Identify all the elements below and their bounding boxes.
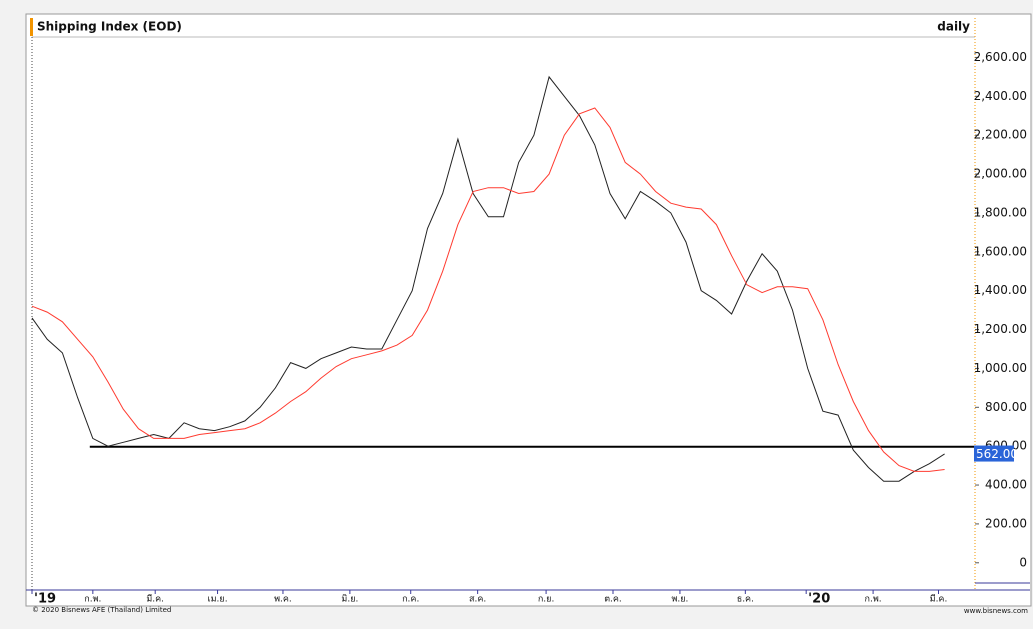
series-line — [31, 75, 945, 482]
x-tick-label: พ.ค. — [274, 595, 292, 605]
x-tick-label: ส.ค. — [469, 595, 486, 605]
last-price-label: 562.00 — [976, 447, 1018, 461]
x-tick-label: พ.ย. — [671, 595, 688, 605]
last-price-box — [974, 445, 1014, 462]
y-tick-label: 1,400.00 — [974, 283, 1027, 297]
y-tick-label: 1,800.00 — [974, 205, 1027, 219]
x-tick-label: ก.ค. — [402, 595, 419, 605]
y-tick-label: 2,200.00 — [974, 128, 1027, 142]
x-tick-label: มี.ค. — [930, 594, 948, 605]
panel — [25, 13, 1032, 607]
y-tick-label: 2,600.00 — [974, 50, 1027, 64]
y-tick-label: 0 — [1019, 555, 1027, 569]
y-tick-label: 2,000.00 — [974, 167, 1027, 181]
y-tick-label: 200.00 — [985, 516, 1027, 530]
title-marker — [30, 18, 33, 36]
x-tick-label: ก.พ. — [84, 595, 101, 605]
x-tick-label: ก.ย. — [538, 595, 554, 605]
x-tick-label: '20 — [808, 592, 830, 607]
y-tick-label: 400.00 — [985, 478, 1027, 492]
y-tick-label: 1,000.00 — [974, 361, 1027, 375]
y-tick-label: 2,400.00 — [974, 89, 1027, 103]
x-tick-label: มี.ค. — [146, 594, 164, 605]
x-tick-label: มิ.ย. — [341, 594, 358, 605]
y-tick-label: 1,200.00 — [974, 322, 1027, 336]
x-tick-label: เม.ย. — [208, 595, 228, 605]
period-label: daily — [937, 20, 970, 34]
y-tick-label: 1,600.00 — [974, 244, 1027, 258]
y-tick-label: 800.00 — [985, 400, 1027, 414]
x-tick-label: ธ.ค. — [737, 595, 754, 605]
chart-title: Shipping Index (EOD) — [37, 20, 182, 34]
footer-right: www.bisnews.com — [964, 607, 1028, 615]
x-tick-label: '19 — [34, 592, 56, 607]
x-tick-label: ต.ค. — [604, 595, 622, 605]
footer-left: © 2020 Bisnews AFE (Thailand) Limited — [32, 606, 171, 614]
series-line — [31, 107, 945, 472]
x-tick-label: ก.พ. — [865, 595, 882, 605]
